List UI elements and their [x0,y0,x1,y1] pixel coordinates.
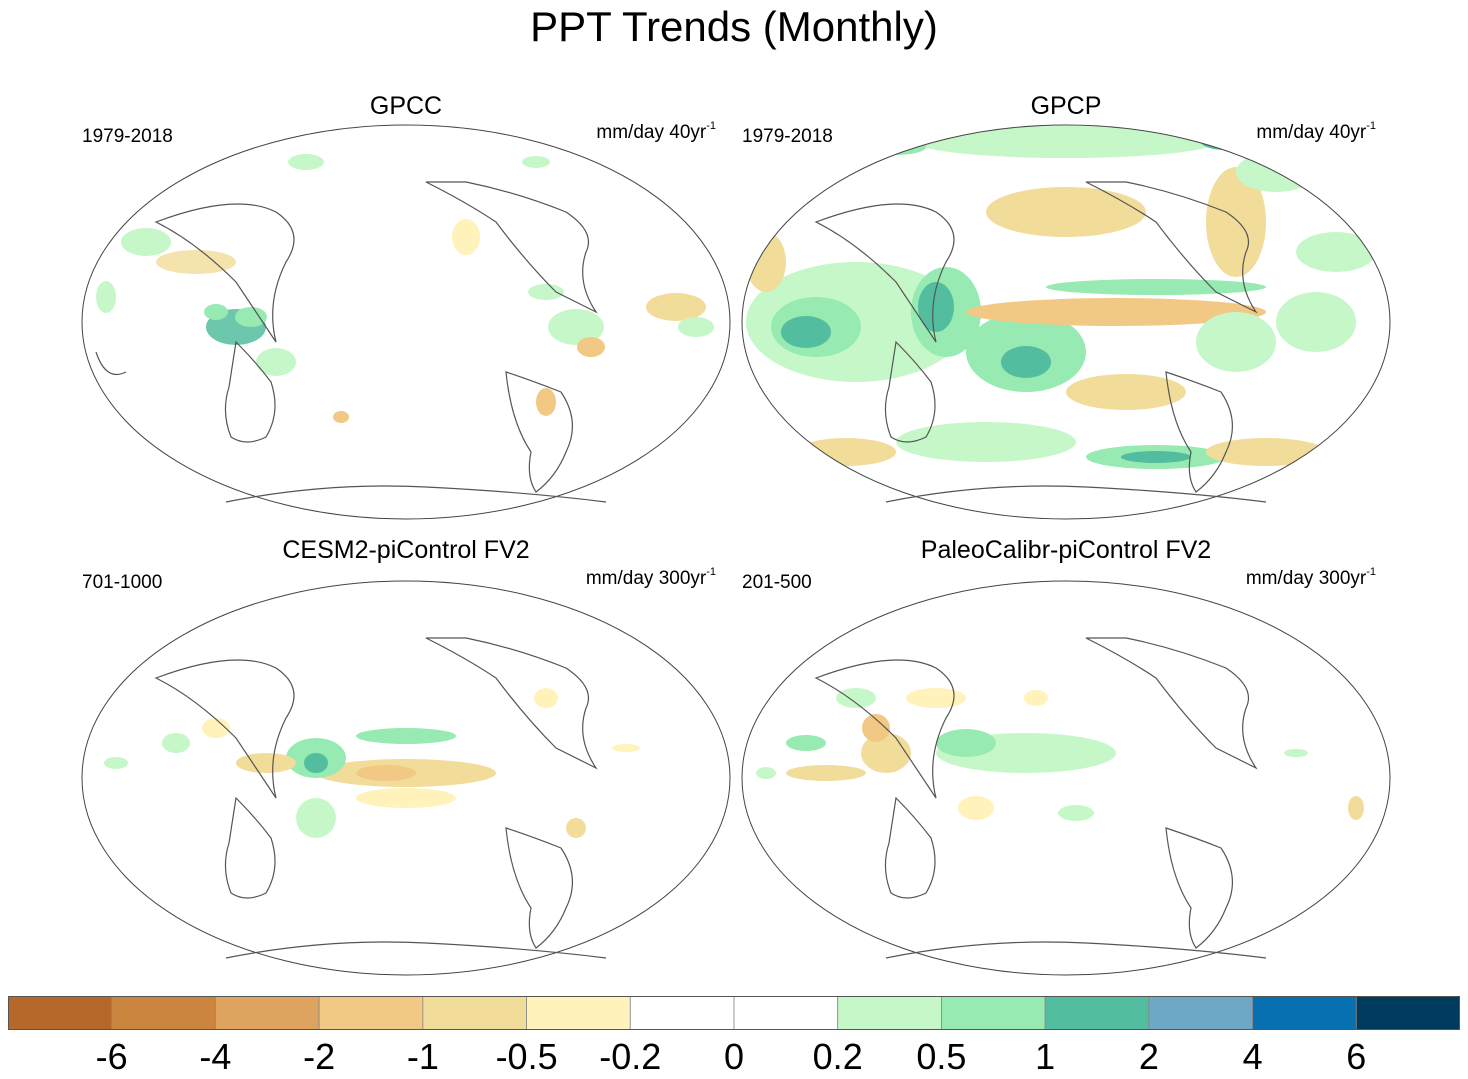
panel-cesm2: CESM2-piControl FV2 701-1000 mm/day 300y… [76,536,736,981]
colorbar-tick-label: -4 [199,1036,232,1077]
panel-gpcp: GPCP 1979-2018 mm/day 40yr-1 [736,92,1396,537]
colorbar-tick-label: -1 [406,1036,439,1077]
panel-units: mm/day 300yr-1 [1245,566,1376,589]
trend-patches [756,688,1364,821]
colorbar-swatch [8,996,113,1030]
coastlines [154,637,607,959]
map-gpcc [81,124,731,520]
panel-units: mm/day 40yr-1 [596,120,716,143]
panel-period: 701-1000 [82,572,163,593]
colorbar-swatch [1252,996,1357,1030]
panel-paleocalibr: PaleoCalibr-piControl FV2 201-500 mm/day… [736,536,1396,981]
colorbar-swatch [837,996,942,1030]
colorbar-swatch [422,996,527,1030]
colorbar-tick-label: 2 [1138,1036,1159,1077]
colorbar-swatch [318,996,424,1030]
panel-period: 1979-2018 [82,126,173,147]
colorbar-frame [8,996,1460,1030]
colorbar-tick-label: 1 [1035,1036,1056,1077]
colorbar-swatches [8,996,1460,1030]
colorbar-swatch [1355,996,1460,1030]
colorbar-swatch [941,996,1046,1030]
trend-patches [742,125,1390,519]
panel-units: mm/day 40yr-1 [1256,120,1376,143]
colorbar [8,996,1460,1030]
panel-gpcc: GPCC 1979-2018 mm/day 40yr-1 [76,92,736,537]
panel-units: mm/day 300yr-1 [585,566,716,589]
colorbar-tick-label: 0.2 [812,1036,863,1077]
panel-title: CESM2-piControl FV2 [282,536,530,564]
coastlines [814,637,1267,959]
panel-title: GPCC [369,92,443,120]
map-gpcp [741,124,1391,520]
colorbar-tick-label: -6 [95,1036,128,1077]
map-cesm2 [81,580,731,976]
colorbar-swatch [215,996,320,1030]
colorbar-tick-label: 0.5 [916,1036,967,1077]
coastlines [95,181,607,503]
colorbar-tick-label: 0 [723,1036,745,1077]
colorbar-tick-label: 4 [1242,1036,1263,1077]
colorbar-swatch [526,996,631,1030]
colorbar-swatch [1044,996,1150,1030]
colorbar-swatch [733,996,839,1030]
colorbar-swatch [1148,996,1253,1030]
trend-patches [104,688,640,838]
map-paleocalibr [741,580,1391,976]
colorbar-tick-label: -0.2 [599,1036,662,1077]
colorbar-tick-label: -0.5 [495,1036,558,1077]
panel-period: 201-500 [742,572,812,593]
trend-patches [96,154,714,423]
figure-title: PPT Trends (Monthly) [530,3,938,50]
colorbar-swatch [629,996,735,1030]
colorbar-tick-label: 6 [1346,1036,1367,1077]
colorbar-tick-label: -2 [303,1036,336,1077]
colorbar-swatch [111,996,216,1030]
panel-period: 1979-2018 [742,126,833,147]
panel-title: PaleoCalibr-piControl FV2 [920,536,1212,564]
panel-title: GPCP [1030,92,1102,120]
coastlines [814,181,1267,503]
